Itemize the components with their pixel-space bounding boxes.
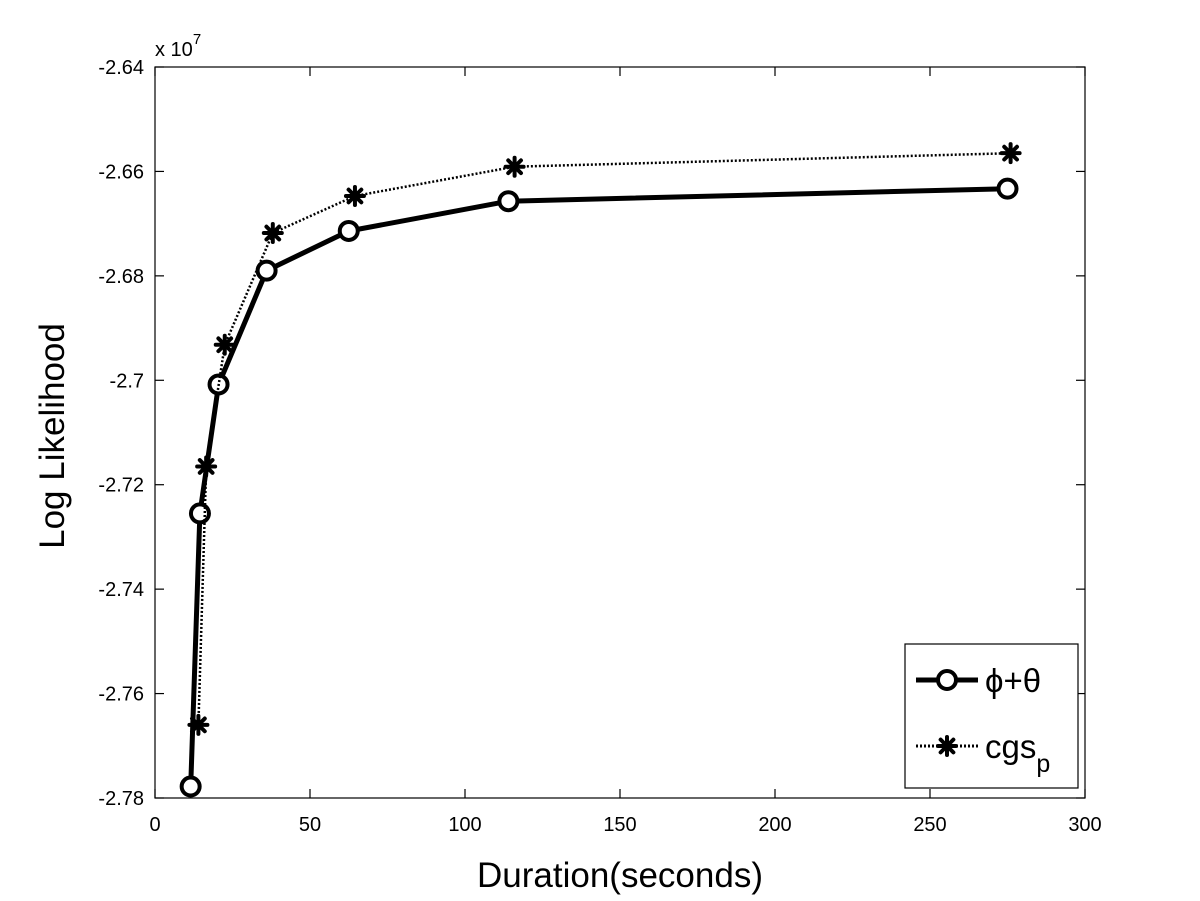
series-1-point — [497, 190, 520, 213]
series-2-point-ray — [216, 336, 234, 354]
series-2-point — [503, 155, 526, 178]
series-2-point-ray — [264, 224, 282, 242]
series-2-point — [195, 455, 218, 478]
legend-label-series-2-main: cgs — [985, 728, 1036, 765]
data-series — [179, 142, 1022, 798]
legend-box — [904, 643, 1079, 789]
x-tick-label: 300 — [1068, 814, 1101, 836]
series-1 — [179, 177, 1019, 798]
series-1-point — [255, 259, 278, 282]
x-tick-label: 200 — [758, 814, 791, 836]
y-axis-exponent-power: 7 — [193, 31, 201, 48]
legend-label-series-1: ϕ+θ — [985, 662, 1041, 699]
x-axis-title: Duration(seconds) — [477, 856, 763, 895]
series-1-point — [337, 219, 360, 242]
legend-label-series-2-subscript: p — [1036, 750, 1050, 778]
y-tick-label: -2.7 — [110, 370, 144, 392]
series-2-point — [343, 184, 366, 207]
series-1-point — [188, 502, 211, 525]
y-axis-title: Log Likelihood — [33, 323, 72, 549]
legend-label-series-2: cgsp — [985, 728, 1050, 778]
series-2-point-ray — [190, 716, 207, 734]
legend-asterisk-ray — [938, 737, 956, 755]
y-tick-label: -2.72 — [98, 475, 144, 497]
legend-marker-series-2 — [936, 735, 958, 757]
y-tick-label: -2.74 — [98, 579, 144, 601]
y-tick-label: -2.78 — [98, 788, 144, 810]
y-tick-label: -2.66 — [98, 161, 144, 183]
series-2-point-ray — [1002, 144, 1019, 162]
series-2-point-ray — [506, 158, 523, 176]
y-tick-label: -2.68 — [98, 266, 144, 288]
series-2-point — [999, 142, 1022, 165]
y-tick-label: -2.76 — [98, 684, 144, 706]
legend-marker-series-1 — [936, 669, 958, 691]
series-2-point-ray — [197, 458, 215, 475]
x-tick-label: 100 — [448, 814, 481, 836]
x-tick-label: 250 — [913, 814, 946, 836]
y-tick-label: -2.64 — [98, 57, 144, 79]
x-tick-label: 50 — [299, 814, 321, 836]
series-2 — [187, 142, 1022, 736]
series-2-point — [261, 222, 284, 245]
axis-ticks: 0 50 100 150 200 250 300 -2.78 -2.76 -2.74 -2.72 -2… — [98, 57, 1101, 836]
series-2-point-ray — [346, 187, 364, 205]
x-tick-label: 150 — [603, 814, 636, 836]
y-axis-exponent-base: x 10 — [155, 39, 193, 61]
y-axis-exponent: x 107 — [155, 31, 201, 61]
x-tick-label: 0 — [149, 814, 160, 836]
series-2-point — [213, 333, 236, 356]
series-2-point — [187, 713, 210, 736]
legend: ϕ+θ cgsp — [904, 643, 1079, 789]
legend-asterisk — [936, 735, 958, 757]
series-1-point — [996, 177, 1019, 200]
series-1-point — [179, 775, 202, 798]
